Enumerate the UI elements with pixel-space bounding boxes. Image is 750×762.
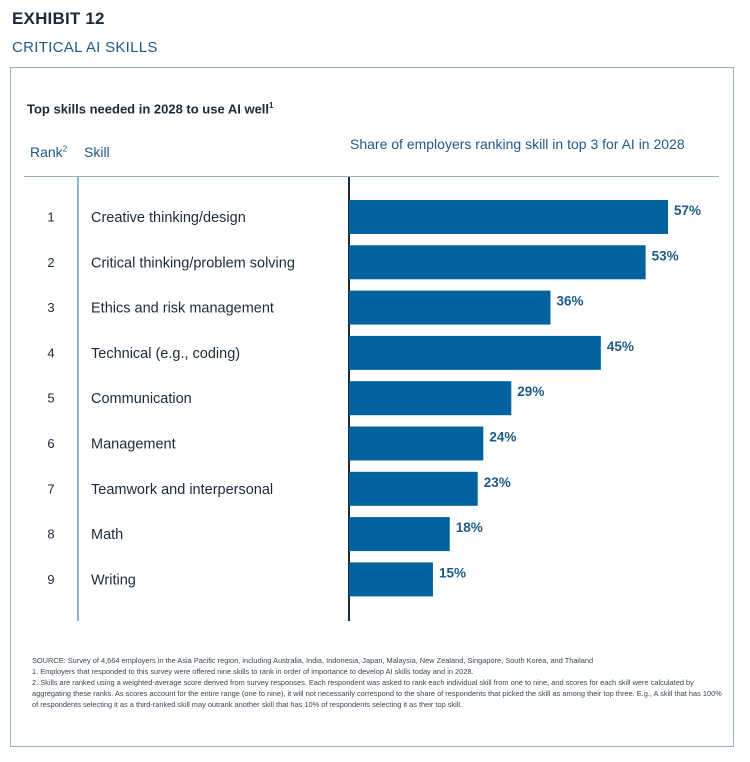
category-label: Math (91, 527, 123, 543)
category-label: Ethics and risk management (91, 301, 274, 317)
rank-header-text: Rank (30, 144, 63, 160)
rank-label: 5 (47, 391, 54, 406)
data-label: 18% (456, 520, 483, 535)
data-label: 29% (517, 384, 544, 399)
footnote-2: 2. Skills are ranked using a weighted-av… (32, 678, 722, 709)
skill-column-header: Skill (84, 144, 110, 160)
rank-label: 4 (47, 345, 54, 360)
bar (349, 381, 512, 416)
bar (349, 471, 478, 506)
rank-skill-divider (77, 177, 79, 621)
data-label: 45% (607, 339, 634, 354)
category-label: Technical (e.g., coding) (91, 346, 240, 362)
bar (349, 335, 601, 370)
footnotes: SOURCE: Survey of 4,664 employers in the… (32, 655, 722, 710)
source-note: SOURCE: Survey of 4,664 employers in the… (32, 656, 594, 665)
category-label: Critical thinking/problem solving (91, 255, 295, 271)
bar-axis-line (348, 177, 350, 621)
bar (349, 245, 646, 280)
data-label: 15% (439, 565, 466, 580)
rank-label: 6 (47, 436, 54, 451)
data-label: 53% (652, 248, 679, 263)
value-column-header: Share of employers ranking skill in top … (350, 136, 685, 152)
category-label: Communication (91, 391, 192, 407)
bar (349, 426, 484, 461)
rank-label: 1 (47, 210, 54, 225)
header-divider (24, 176, 719, 177)
rank-label: 7 (47, 481, 54, 496)
category-label: Teamwork and interpersonal (91, 482, 273, 498)
data-label: 24% (489, 430, 516, 445)
exhibit-label: EXHIBIT 12 (12, 9, 105, 28)
footnote-1: 1. Employers that responded to this surv… (32, 667, 474, 676)
chart-title: Top skills needed in 2028 to use AI well… (27, 101, 273, 116)
bar (349, 517, 450, 552)
bar (349, 290, 551, 325)
exhibit-title: CRITICAL AI SKILLS (12, 39, 158, 56)
rank-header-footnote: 2 (62, 144, 68, 154)
category-label: Creative thinking/design (91, 210, 246, 226)
bar (349, 200, 668, 234)
chart-panel: Top skills needed in 2028 to use AI well… (10, 67, 734, 747)
chart-title-text: Top skills needed in 2028 to use AI well (27, 101, 270, 117)
bar-chart: 1 Creative thinking/design 57% 2 Critical th… (47, 200, 701, 597)
data-label: 23% (484, 475, 511, 490)
rank-label: 9 (47, 572, 54, 587)
rank-column-header: Rank2 (30, 144, 67, 160)
data-label: 57% (674, 203, 701, 218)
rank-label: 2 (47, 255, 54, 270)
category-label: Writing (91, 572, 136, 588)
data-label: 36% (556, 294, 583, 309)
chart-title-footnote: 1 (269, 101, 274, 110)
rank-label: 8 (47, 527, 54, 542)
rank-label: 3 (47, 300, 54, 315)
bar (349, 562, 433, 597)
category-label: Management (91, 437, 176, 453)
